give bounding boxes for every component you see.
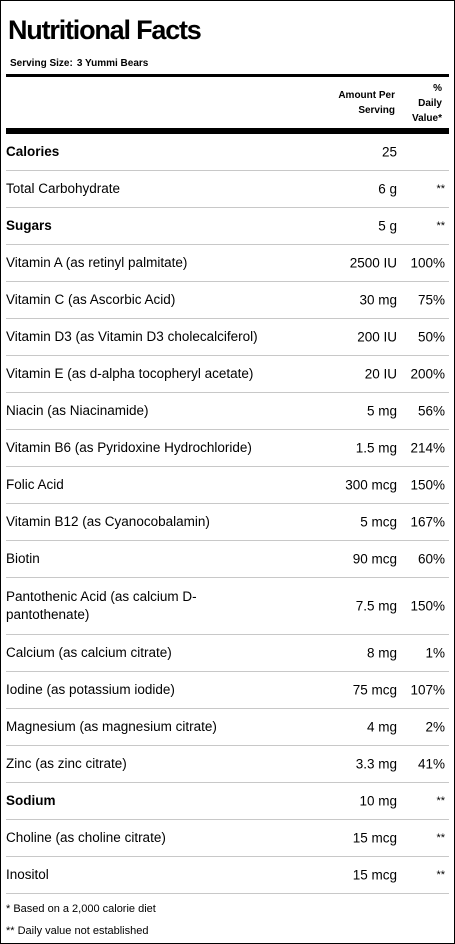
nutrient-name: Vitamin E (as d-alpha tocopheryl acetate… bbox=[6, 366, 254, 381]
nutrient-name: Biotin bbox=[6, 551, 40, 566]
dv-header-line2: Daily bbox=[418, 98, 442, 109]
nutrient-name: Magnesium (as magnesium citrate) bbox=[6, 719, 217, 734]
dv-header-line1: % bbox=[433, 83, 442, 94]
table-row: Calcium (as calcium citrate) 8 mg 1% bbox=[6, 635, 449, 672]
nutrient-amount: 15 mcg bbox=[352, 830, 397, 846]
amount-header-line1: Amount Per bbox=[338, 90, 395, 101]
nutrient-amount: 25 bbox=[381, 144, 397, 160]
amount-per-serving-header: Amount Per Serving bbox=[305, 88, 395, 118]
nutrient-amount: 4 mg bbox=[366, 719, 397, 735]
nutrient-amount: 200 IU bbox=[357, 329, 397, 345]
nutrient-name: Calories bbox=[6, 144, 60, 159]
table-row: Sugars 5 g ** bbox=[6, 208, 449, 245]
nutrient-table: Calories 25 Total Carbohydrate 6 g ** Sugars 5… bbox=[6, 134, 449, 894]
nutrient-daily-value: 56% bbox=[417, 403, 445, 419]
nutrient-name: Vitamin D3 (as Vitamin D3 cholecalcifero… bbox=[6, 329, 258, 344]
nutrient-daily-value: 200% bbox=[410, 366, 445, 382]
nutrient-name: Folic Acid bbox=[6, 477, 64, 492]
nutrient-daily-value: 2% bbox=[425, 719, 445, 735]
footnote-not-established: ** Daily value not established bbox=[6, 925, 149, 937]
nutrient-amount: 15 mcg bbox=[352, 867, 397, 883]
nutrient-daily-value: ** bbox=[436, 795, 445, 807]
serving-size-value: 3 Yummi Bears bbox=[76, 58, 149, 69]
nutrient-daily-value: 214% bbox=[410, 440, 445, 456]
page-title: Nutritional Facts bbox=[8, 15, 202, 45]
table-row: Vitamin E (as d-alpha tocopheryl acetate… bbox=[6, 356, 449, 393]
table-row: Choline (as choline citrate) 15 mcg ** bbox=[6, 820, 449, 857]
table-row: Vitamin A (as retinyl palmitate) 2500 IU 1… bbox=[6, 245, 449, 282]
nutrient-daily-value: 1% bbox=[425, 645, 445, 661]
nutrient-daily-value: 100% bbox=[410, 255, 445, 271]
nutrient-name: Zinc (as zinc citrate) bbox=[6, 756, 127, 771]
nutrient-amount: 5 mcg bbox=[360, 514, 397, 530]
nutrient-amount: 300 mcg bbox=[345, 477, 397, 493]
nutrient-name: Choline (as choline citrate) bbox=[6, 830, 166, 845]
table-row: Vitamin D3 (as Vitamin D3 cholecalcifero… bbox=[6, 319, 449, 356]
dv-header-line3: Value* bbox=[411, 113, 442, 124]
table-row: Niacin (as Niacinamide) 5 mg 56% bbox=[6, 393, 449, 430]
nutrient-name: Total Carbohydrate bbox=[6, 181, 121, 196]
amount-header-line2: Serving bbox=[358, 105, 395, 116]
nutrient-name: Sodium bbox=[6, 793, 56, 808]
nutrient-daily-value: 60% bbox=[417, 551, 445, 567]
table-row: Calories 25 bbox=[6, 134, 449, 171]
table-row: Pantothenic Acid (as calcium D-pantothen… bbox=[6, 578, 449, 635]
header-divider bbox=[6, 128, 449, 134]
footnote-daily-basis: * Based on a 2,000 calorie diet bbox=[6, 903, 156, 915]
nutrient-amount: 10 mg bbox=[359, 793, 397, 809]
table-row: Total Carbohydrate 6 g ** bbox=[6, 171, 449, 208]
nutrient-daily-value: 50% bbox=[417, 329, 445, 345]
nutrient-name: Vitamin A (as retinyl palmitate) bbox=[6, 255, 188, 270]
nutrient-daily-value: ** bbox=[436, 869, 445, 881]
nutrient-daily-value: 150% bbox=[410, 598, 445, 614]
serving-size: Serving Size: 3 Yummi Bears bbox=[10, 58, 148, 69]
table-row: Iodine (as potassium iodide) 75 mcg 107% bbox=[6, 672, 449, 709]
table-row: Vitamin B6 (as Pyridoxine Hydrochloride)… bbox=[6, 430, 449, 467]
nutrient-daily-value: ** bbox=[436, 832, 445, 844]
table-row: Biotin 90 mcg 60% bbox=[6, 541, 449, 578]
nutrient-amount: 2500 IU bbox=[349, 255, 397, 271]
nutrient-daily-value: 167% bbox=[410, 514, 445, 530]
nutrient-name: Vitamin B6 (as Pyridoxine Hydrochloride) bbox=[6, 440, 252, 455]
nutrient-amount: 90 mcg bbox=[352, 551, 397, 567]
nutrient-daily-value: ** bbox=[436, 183, 445, 195]
table-row: Sodium 10 mg ** bbox=[6, 783, 449, 820]
nutrient-name: Inositol bbox=[6, 867, 49, 882]
nutrient-amount: 6 g bbox=[378, 181, 397, 197]
nutrient-amount: 3.3 mg bbox=[355, 756, 397, 772]
top-divider bbox=[6, 74, 449, 77]
nutrient-daily-value: 75% bbox=[417, 292, 445, 308]
nutrient-name: Vitamin C (as Ascorbic Acid) bbox=[6, 292, 176, 307]
nutrient-amount: 5 mg bbox=[366, 403, 397, 419]
nutrient-name: Sugars bbox=[6, 218, 52, 233]
nutrient-name: Iodine (as potassium iodide) bbox=[6, 682, 175, 697]
nutrient-daily-value: 41% bbox=[417, 756, 445, 772]
nutrient-amount: 7.5 mg bbox=[355, 598, 397, 614]
table-row: Magnesium (as magnesium citrate) 4 mg 2% bbox=[6, 709, 449, 746]
nutrient-amount: 1.5 mg bbox=[355, 440, 397, 456]
nutrient-daily-value: 150% bbox=[410, 477, 445, 493]
nutrient-name: Pantothenic Acid (as calcium D-pantothen… bbox=[6, 589, 197, 622]
table-row: Inositol 15 mcg ** bbox=[6, 857, 449, 894]
nutrient-amount: 5 g bbox=[378, 218, 397, 234]
table-row: Vitamin C (as Ascorbic Acid) 30 mg 75% bbox=[6, 282, 449, 319]
nutrient-name: Vitamin B12 (as Cyanocobalamin) bbox=[6, 514, 210, 529]
table-row: Vitamin B12 (as Cyanocobalamin) 5 mcg 167% bbox=[6, 504, 449, 541]
nutrient-daily-value: ** bbox=[436, 220, 445, 232]
nutrient-daily-value: 107% bbox=[410, 682, 445, 698]
serving-size-label: Serving Size: bbox=[10, 58, 73, 69]
nutrient-name: Niacin (as Niacinamide) bbox=[6, 403, 149, 418]
nutrient-amount: 20 IU bbox=[364, 366, 397, 382]
nutrient-amount: 75 mcg bbox=[352, 682, 397, 698]
table-row: Zinc (as zinc citrate) 3.3 mg 41% bbox=[6, 746, 449, 783]
nutrient-amount: 8 mg bbox=[366, 645, 397, 661]
daily-value-header: % Daily Value* bbox=[392, 81, 442, 126]
nutrient-amount: 30 mg bbox=[359, 292, 397, 308]
footnotes: * Based on a 2,000 calorie diet ** Daily… bbox=[6, 898, 156, 942]
nutrient-name: Calcium (as calcium citrate) bbox=[6, 645, 172, 660]
table-row: Folic Acid 300 mcg 150% bbox=[6, 467, 449, 504]
